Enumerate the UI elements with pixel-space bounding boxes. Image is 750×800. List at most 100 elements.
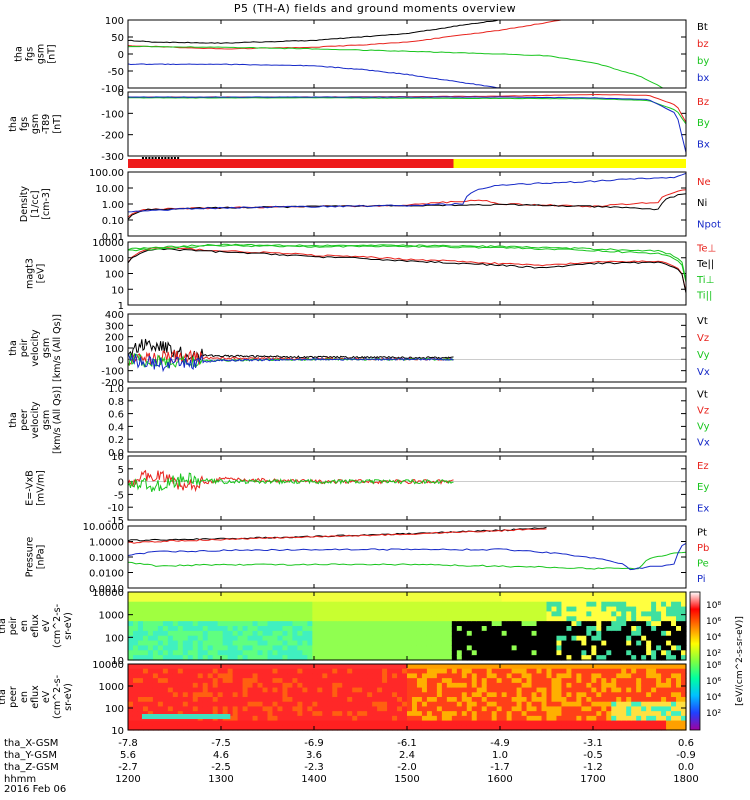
spectrogram-cell [372,611,378,617]
spectrogram-cell [601,715,607,722]
spectrogram-cell [372,621,378,627]
spectrogram-cell [516,692,523,698]
spectrogram-cell [621,621,627,627]
spectrogram-cell [322,626,328,632]
spectrogram-cell [571,592,577,598]
spectrogram-cell [651,711,657,717]
spectrogram-cell [676,640,682,647]
spectrogram-cell [521,635,528,642]
spectrogram-cell [332,601,338,608]
spectrogram-cell [347,592,353,598]
spectrogram-cell [651,596,657,603]
spectrogram-cell [631,682,637,689]
spectrogram-cell [411,601,418,608]
spectrogram-cell [631,655,637,661]
spectrogram-cell [626,606,632,613]
spectrogram-cell [671,596,677,603]
spectrogram-cell [407,655,413,661]
spectrogram-cell [561,701,568,708]
spectrogram-cell [272,682,279,689]
spectrogram-cell [521,596,528,603]
spectrogram-cell [277,640,284,647]
spectrogram-cell [626,711,632,717]
spectrogram-cell [362,725,368,731]
spectrogram-cell [277,621,284,627]
spectrogram-cell [152,630,159,637]
spectrogram-cell [312,650,318,656]
spectrogram-cell [227,655,234,661]
spectrogram-cell [142,692,149,698]
spectrogram-cell [387,626,393,632]
spectrogram-cell [192,640,199,647]
spectrogram-cell [212,720,219,726]
spectrogram-cell [471,673,478,679]
spectrogram-cell [546,611,553,617]
spectrogram-cell [411,640,418,647]
spectrogram-cell [307,645,313,651]
spectrogram-cell [646,673,652,679]
spectrogram-cell [641,711,647,717]
spectrogram-cell [237,701,244,708]
spectrogram-cell [392,687,398,693]
spectrogram-cell [616,720,622,726]
spectrogram-cell [262,711,269,717]
spectrogram-cell [152,640,159,647]
spectrogram-cell [661,715,667,722]
spectrogram-cell [272,701,279,708]
spectrogram-cell [177,596,184,603]
spectrogram-cell [217,701,224,708]
spectrogram-cell [491,635,498,642]
spectrogram-cell [411,655,418,661]
spectrogram-cell [526,655,533,661]
spectrogram-cell [461,635,468,642]
spectrogram-cell [277,715,284,722]
spectrogram-cell [481,673,488,679]
mode-bar-tick [164,157,167,159]
spectrogram-cell [421,650,428,656]
spectrogram-cell [636,701,642,708]
spectrogram-cell [641,645,647,651]
spectrogram-cell [621,701,627,708]
spectrogram-cell [362,650,368,656]
spectrogram-cell [676,596,682,603]
spectrogram-cell [327,673,333,679]
legend-entry: Bx [697,139,710,150]
spectrogram-cell [616,601,622,608]
spectrogram-cell [147,711,154,717]
spectrogram-cell [636,596,642,603]
spectrogram-cell [212,692,219,698]
spectrogram-cell [516,715,523,722]
spectrogram-cell [312,706,318,712]
spectrogram-cell [287,655,294,661]
spectrogram-cell [601,596,607,603]
spectrogram-cell [581,682,587,689]
spectrogram-cell [621,596,627,603]
y-axis-label: thapeirvelocitygsm[km/s (All Qs)] [8,314,63,382]
spectrogram-cell [441,650,448,656]
spectrogram-cell [511,664,518,670]
spectrogram-cell [626,692,632,698]
spectrogram-cell [222,664,229,670]
spectrogram-cell [362,673,368,679]
spectrogram-cell [242,706,249,712]
spectrogram-cell [162,697,169,703]
y-tick-label: 0.0 [108,448,124,459]
spectrogram-cell [421,664,428,670]
spectrogram-cell [317,687,323,693]
spectrogram-cell [541,655,548,661]
mode-bar-tick [141,157,144,159]
spectrogram-cell [531,711,538,717]
spectrogram-cell [566,715,573,722]
spectrogram-cell [212,701,219,708]
spectrogram-cell [347,611,353,617]
y-axis-label-line: eV [41,619,52,632]
spectrogram-cell [486,687,493,693]
spectrogram-cell [137,596,144,603]
spectrogram-cell [476,645,483,651]
spectrogram-cell [556,701,563,708]
spectrogram-cell [407,673,413,679]
spectrogram-cell [227,630,234,637]
spectrogram-cell [207,701,214,708]
spectrogram-cell [591,715,597,722]
spectrogram-cell [182,626,189,632]
